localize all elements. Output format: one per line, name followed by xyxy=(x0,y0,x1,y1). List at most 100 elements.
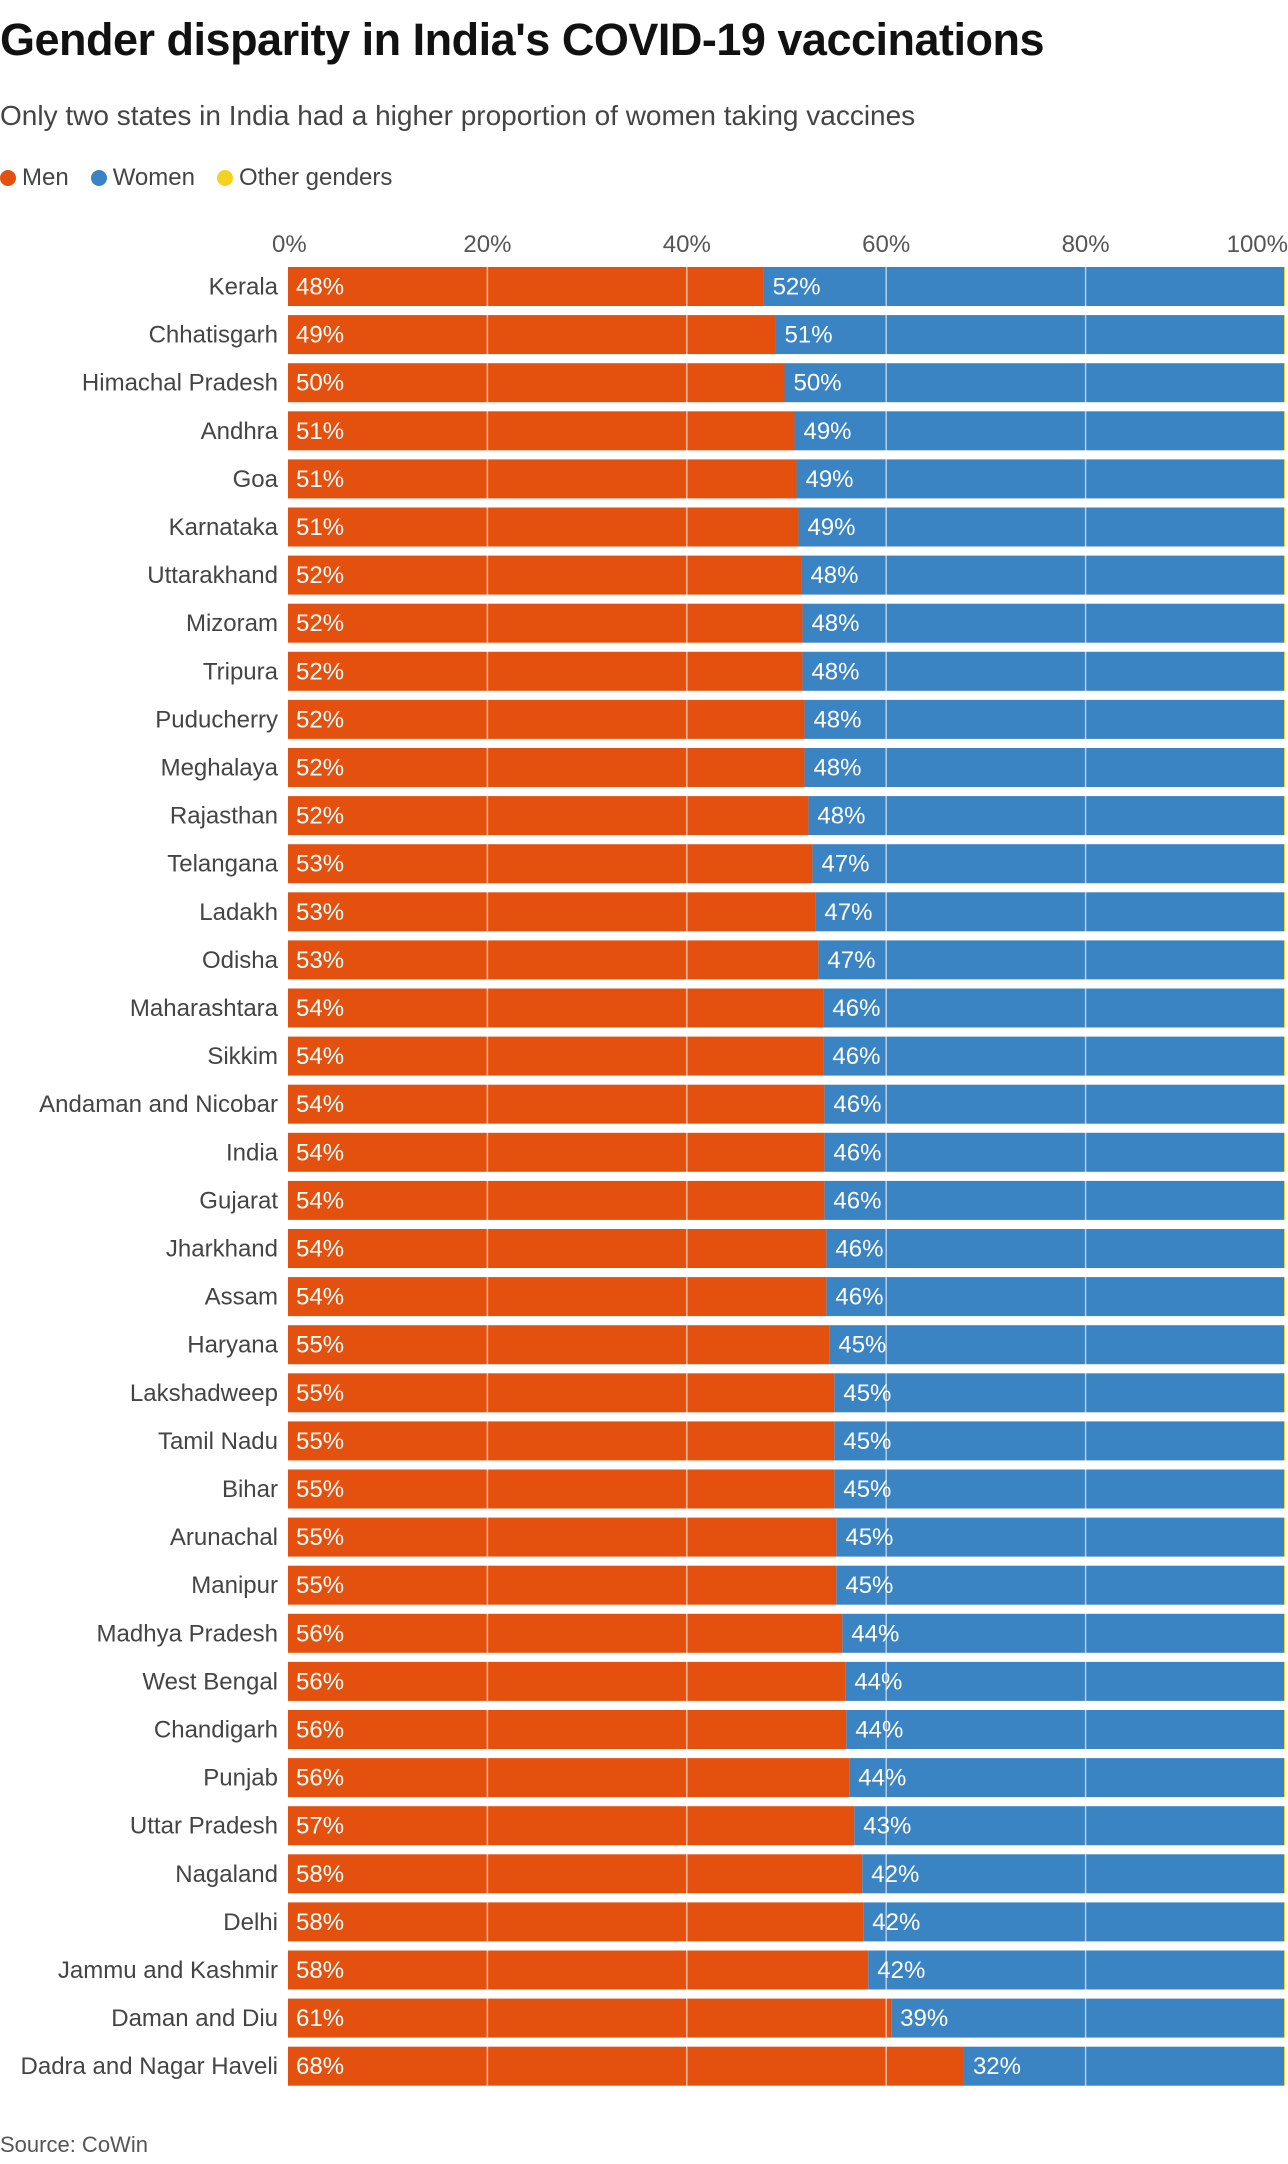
category-label: Uttarakhand xyxy=(147,562,278,589)
bar-men xyxy=(288,940,819,980)
bar-other xyxy=(1284,315,1285,355)
data-label-women: 49% xyxy=(807,514,855,541)
data-label-men: 54% xyxy=(296,1043,344,1070)
data-label-men: 68% xyxy=(296,2053,344,2080)
bar-other xyxy=(1284,1373,1285,1413)
legend-label-other: Other genders xyxy=(238,164,393,191)
legend-label-women: Women xyxy=(112,164,195,191)
bar-other xyxy=(1284,1421,1285,1461)
category-label: Himachal Pradesh xyxy=(82,370,278,397)
data-label-women: 45% xyxy=(843,1380,891,1407)
bar-women xyxy=(808,796,1285,836)
data-label-men: 56% xyxy=(296,1717,344,1744)
bar-other xyxy=(1284,892,1285,932)
category-label: Jammu and Kashmir xyxy=(58,1957,278,1984)
category-label: Nagaland xyxy=(175,1861,278,1888)
data-label-women: 48% xyxy=(811,610,859,637)
category-label: Dadra and Nagar Haveli xyxy=(21,2053,278,2080)
data-label-women: 42% xyxy=(872,1909,920,1936)
data-label-men: 52% xyxy=(296,755,344,782)
bar-women xyxy=(794,411,1285,451)
category-label: Ladakh xyxy=(199,899,278,926)
data-label-women: 48% xyxy=(813,706,861,733)
bar-other xyxy=(1284,1132,1285,1172)
bar-women xyxy=(846,1710,1285,1749)
data-label-men: 54% xyxy=(296,1139,344,1166)
data-label-men: 55% xyxy=(296,1476,344,1503)
category-label: Odisha xyxy=(202,947,279,974)
data-label-women: 51% xyxy=(785,322,833,349)
category-label: Madhya Pradesh xyxy=(97,1620,278,1647)
bar-women xyxy=(824,1084,1285,1124)
data-label-men: 53% xyxy=(296,899,344,926)
bar-other xyxy=(1284,1469,1285,1509)
data-label-women: 46% xyxy=(835,1284,883,1311)
data-label-men: 51% xyxy=(296,418,344,445)
category-label: Uttar Pradesh xyxy=(130,1813,278,1840)
bar-women xyxy=(963,2046,1285,2086)
data-label-women: 46% xyxy=(835,1236,883,1263)
bar-women xyxy=(775,315,1285,355)
data-label-men: 56% xyxy=(296,1765,344,1792)
bar-men xyxy=(288,1469,835,1509)
x-tick-label: 80% xyxy=(1062,231,1110,258)
data-label-women: 48% xyxy=(813,755,861,782)
data-label-men: 57% xyxy=(296,1813,344,1840)
legend-item-other: Other genders xyxy=(216,164,393,192)
bar-other xyxy=(1284,796,1285,836)
data-label-men: 48% xyxy=(296,274,344,301)
legend-dot-other xyxy=(216,170,233,186)
category-label: India xyxy=(226,1139,279,1166)
x-tick-label: 0% xyxy=(272,231,307,258)
bar-men xyxy=(288,892,816,932)
bar-women xyxy=(804,699,1285,739)
category-label: Chhatisgarh xyxy=(149,322,278,349)
bar-other xyxy=(1284,651,1285,691)
data-label-women: 32% xyxy=(973,2053,1021,2080)
data-label-men: 56% xyxy=(296,1620,344,1647)
legend-label-men: Men xyxy=(22,164,69,191)
bar-women xyxy=(834,1469,1285,1509)
bar-other xyxy=(1284,459,1285,499)
bar-other xyxy=(1284,1854,1285,1894)
bar-other xyxy=(1284,1806,1285,1846)
bar-women xyxy=(836,1565,1285,1605)
data-label-women: 44% xyxy=(858,1765,906,1792)
category-label: Maharashtara xyxy=(130,995,279,1022)
bar-other xyxy=(1284,748,1285,787)
data-label-women: 47% xyxy=(827,947,875,974)
category-label: Tamil Nadu xyxy=(158,1428,278,1455)
data-label-men: 54% xyxy=(296,1187,344,1214)
bar-men xyxy=(288,459,797,499)
x-tick-label: 20% xyxy=(463,231,511,258)
bar-other xyxy=(1284,940,1285,980)
bar-men xyxy=(288,1229,827,1268)
bar-men xyxy=(288,1758,850,1798)
data-label-men: 52% xyxy=(296,610,344,637)
chart-subtitle: Only two states in India had a higher pr… xyxy=(0,100,916,131)
data-label-women: 44% xyxy=(851,1620,899,1647)
bar-women xyxy=(802,603,1285,643)
bar-other xyxy=(1284,844,1285,884)
bar-other xyxy=(1284,1180,1285,1220)
category-label: Kerala xyxy=(209,274,279,301)
bar-men xyxy=(288,1565,837,1605)
data-label-women: 45% xyxy=(838,1332,886,1359)
data-label-women: 43% xyxy=(863,1813,911,1840)
bar-other xyxy=(1284,1902,1285,1942)
category-label: Tripura xyxy=(203,658,279,685)
data-label-men: 55% xyxy=(296,1524,344,1551)
category-label: Daman and Diu xyxy=(111,2005,278,2032)
bar-men xyxy=(288,1036,824,1076)
category-label: Telangana xyxy=(167,851,278,878)
data-label-men: 53% xyxy=(296,947,344,974)
category-label: Gujarat xyxy=(199,1187,278,1214)
category-label: Goa xyxy=(233,466,279,493)
category-label: Sikkim xyxy=(207,1043,278,1070)
data-label-men: 51% xyxy=(296,514,344,541)
bar-other xyxy=(1284,1758,1285,1798)
x-tick-label: 100% xyxy=(1227,231,1288,258)
category-label: Arunachal xyxy=(170,1524,278,1551)
bar-other xyxy=(1284,603,1285,643)
bar-women xyxy=(862,1854,1285,1894)
